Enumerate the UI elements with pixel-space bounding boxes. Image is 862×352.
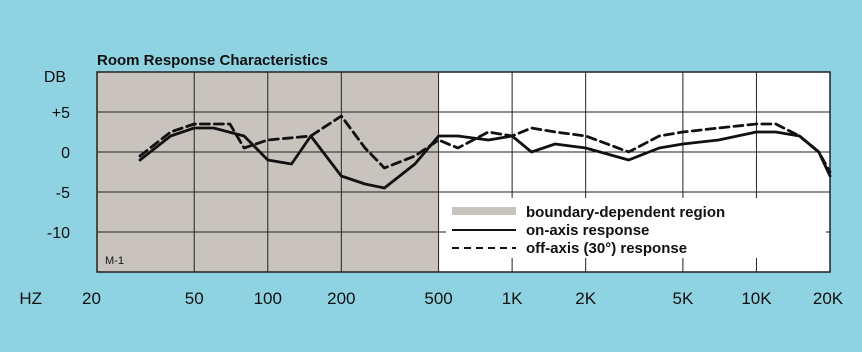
x-tick-label: 20 xyxy=(82,289,101,308)
corner-label: M-1 xyxy=(105,255,124,267)
x-tick-label: 200 xyxy=(327,289,355,308)
legend-label: boundary-dependent region xyxy=(526,204,725,221)
x-tick-label: 1K xyxy=(502,289,523,308)
x-tick-label: 10K xyxy=(741,289,772,308)
y-tick-label: +5 xyxy=(52,105,70,122)
y-tick-label: -5 xyxy=(56,185,70,202)
x-tick-label: 2K xyxy=(575,289,596,308)
on-axis-response-line xyxy=(138,126,832,190)
x-tick-label: 20K xyxy=(813,289,844,308)
legend-label: off-axis (30°) response xyxy=(526,240,687,257)
y-tick-label: 0 xyxy=(61,145,70,162)
chart-title: Room Response Characteristics xyxy=(97,52,328,69)
y-axis-label: DB xyxy=(44,69,66,86)
x-tick-label: 5K xyxy=(672,289,693,308)
x-axis-label: HZ xyxy=(19,289,42,308)
y-tick-label: -10 xyxy=(47,225,70,242)
off-axis-response-line xyxy=(138,114,832,174)
x-tick-label: 500 xyxy=(424,289,452,308)
legend-label: on-axis response xyxy=(526,222,649,239)
x-tick-label: 100 xyxy=(254,289,282,308)
x-tick-label: 50 xyxy=(185,289,204,308)
legend-swatch-band xyxy=(452,207,516,215)
